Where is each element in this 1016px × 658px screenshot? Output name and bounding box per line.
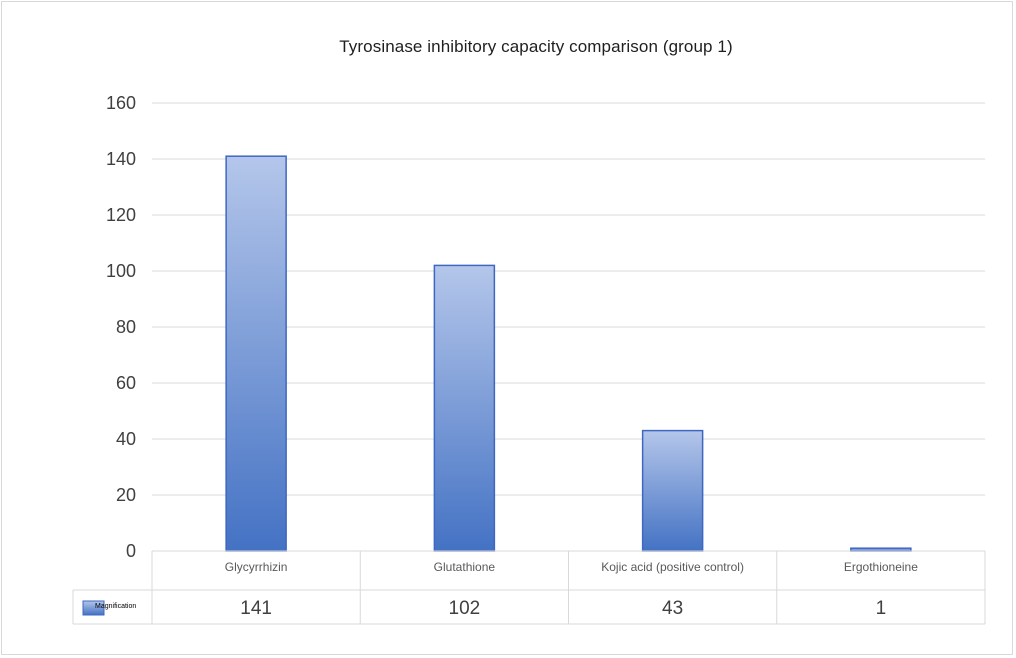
y-axis-ticks: 0 20 40 60 80 100 120 140 160 <box>106 93 136 561</box>
data-value-label: 43 <box>662 598 683 619</box>
bar <box>641 429 704 552</box>
y-tick-label: 160 <box>106 93 136 113</box>
data-value-label: 1 <box>876 598 887 619</box>
category-label: Glycyrrhizin <box>225 560 288 574</box>
bar <box>225 155 287 552</box>
chart-title: Tyrosinase inhibitory capacity compariso… <box>339 37 733 56</box>
gridlines <box>152 102 985 496</box>
legend-label: Magnification <box>95 603 136 610</box>
data-value-label: 141 <box>240 598 272 619</box>
y-tick-label: 20 <box>116 485 136 505</box>
y-tick-label: 40 <box>116 429 136 449</box>
y-tick-label: 80 <box>116 317 136 337</box>
y-tick-label: 60 <box>116 373 136 393</box>
bars <box>225 155 912 552</box>
category-label: Ergothioneine <box>844 560 918 574</box>
category-label: Glutathione <box>434 560 496 574</box>
legend-swatch <box>82 600 105 616</box>
y-tick-label: 100 <box>106 261 136 281</box>
y-tick-label: 120 <box>106 205 136 225</box>
category-label: Kojic acid (positive control) <box>601 560 744 574</box>
data-value-label: 102 <box>449 598 481 619</box>
y-tick-label: 0 <box>126 541 136 561</box>
bar <box>433 264 496 552</box>
y-tick-label: 140 <box>106 149 136 169</box>
data-table: Glycyrrhizin Glutathione Kojic acid (posit… <box>72 550 986 625</box>
